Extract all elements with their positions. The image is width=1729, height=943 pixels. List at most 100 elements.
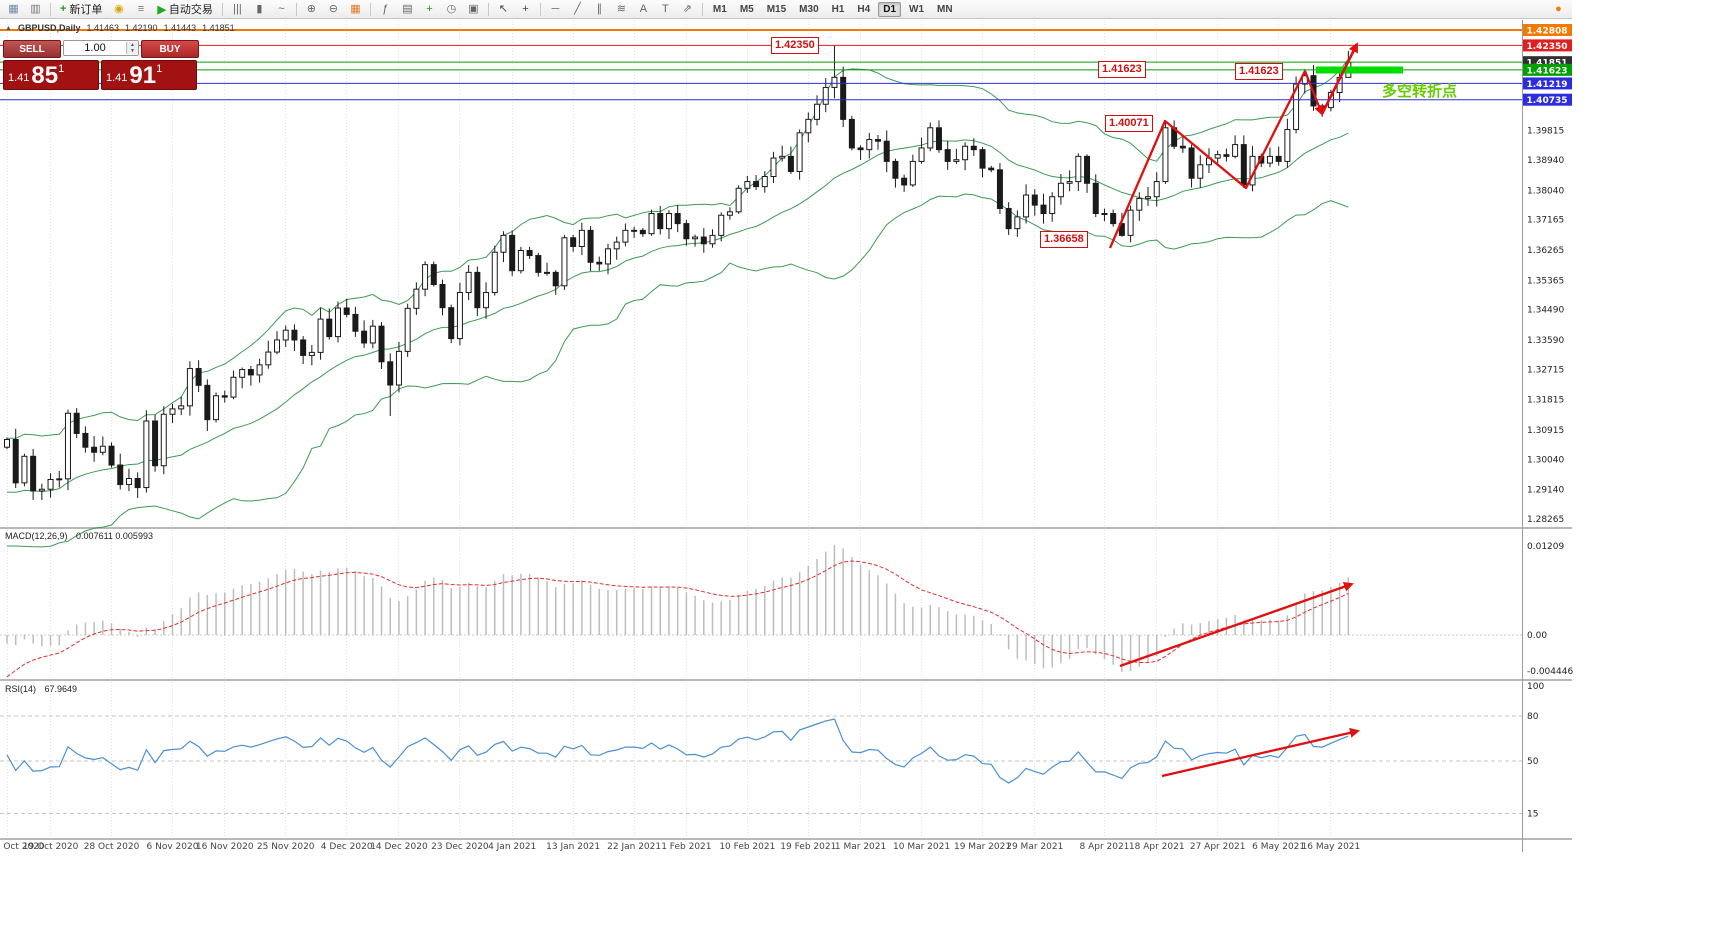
trend-arrow-object[interactable] bbox=[1303, 70, 1324, 116]
new-chart-icon[interactable]: ▦ bbox=[8, 2, 19, 15]
price-axis-label: 1.36265 bbox=[1527, 246, 1564, 256]
price-annotation-box[interactable]: 1.36658 bbox=[1040, 231, 1088, 248]
tile-windows-icon[interactable]: ▦ bbox=[350, 2, 361, 15]
candlestick-chart-icon[interactable]: ▮ bbox=[256, 2, 263, 15]
time-axis-label: 22 Jan 2021 bbox=[607, 842, 661, 852]
new-order-button[interactable]: + 新订单 bbox=[55, 1, 107, 17]
toolbar-separator bbox=[369, 2, 371, 16]
time-axis-label: 19 Mar 2021 bbox=[954, 842, 1011, 852]
price-annotation-box[interactable]: 1.42350 bbox=[771, 37, 819, 54]
alerts-icon[interactable]: ◉ bbox=[114, 2, 124, 15]
rsi-name: RSI(14) bbox=[5, 684, 37, 694]
timeframe-m1[interactable]: M1 bbox=[712, 3, 727, 15]
time-axis-label: 10 Mar 2021 bbox=[893, 842, 950, 852]
fibonacci-icon[interactable]: ≋ bbox=[616, 2, 627, 15]
trend-arrow-object[interactable] bbox=[1320, 42, 1359, 115]
price-tag-label: 1.40735 bbox=[1527, 96, 1568, 106]
buy-button[interactable]: BUY bbox=[141, 40, 199, 58]
template-icon[interactable]: ▣ bbox=[468, 2, 479, 15]
price-annotation-box[interactable]: 1.40071 bbox=[1105, 115, 1153, 132]
price-annotation-box[interactable]: 1.41623 bbox=[1098, 61, 1146, 78]
pane-separator[interactable] bbox=[0, 679, 1572, 681]
trend-arrow-object[interactable] bbox=[1119, 581, 1354, 668]
bid-quote[interactable]: 1.41 85 1 bbox=[3, 60, 99, 90]
ask-pipette: 1 bbox=[156, 63, 163, 75]
rsi-axis-label: 80 bbox=[1527, 712, 1539, 722]
timeframe-m5[interactable]: M5 bbox=[739, 3, 754, 15]
price-axis-label: 1.29140 bbox=[1527, 486, 1564, 496]
market-watch-icon[interactable]: ≡ bbox=[137, 2, 145, 15]
chart-ohlc-info: ▲ GBPUSD,Daily 1.41463 1.42190 1.41443 1… bbox=[5, 23, 235, 33]
autotrading-button-label: 自动交易 bbox=[168, 4, 213, 16]
macd-axis-label: 0.01209 bbox=[1527, 542, 1564, 552]
volume-up-icon[interactable]: ▲ bbox=[127, 42, 138, 48]
zoom-in-icon[interactable]: ⊕ bbox=[306, 2, 317, 15]
ohlc-low: 1.41443 bbox=[163, 23, 197, 33]
bar-chart-icon[interactable]: ||| bbox=[233, 2, 242, 15]
toolbar-separator bbox=[221, 2, 223, 16]
timeframe-m30[interactable]: M30 bbox=[799, 3, 819, 15]
timeframe-m15[interactable]: M15 bbox=[766, 3, 787, 15]
autotrading-button-icon: ▶ bbox=[157, 3, 166, 16]
time-axis-label: 4 Jan 2021 bbox=[488, 842, 536, 852]
time-axis-label: Oct 2020 bbox=[3, 842, 45, 852]
timeframe-mn[interactable]: MN bbox=[937, 3, 953, 15]
time-axis-label: 1 Feb 2021 bbox=[661, 842, 711, 852]
grid-lines bbox=[7, 21, 1331, 837]
autotrading-button[interactable]: ▶ 自动交易 bbox=[152, 1, 217, 17]
cursor-icon[interactable]: ↖ bbox=[498, 2, 509, 15]
support-zone-object[interactable] bbox=[1316, 66, 1403, 74]
line-chart-icon[interactable]: ~ bbox=[278, 2, 285, 15]
period-icon[interactable]: ◷ bbox=[446, 2, 457, 15]
trendline-icon[interactable]: ╱ bbox=[574, 2, 581, 15]
price-axis-label: 1.31815 bbox=[1527, 396, 1564, 406]
price-axis-label: 1.30915 bbox=[1527, 426, 1564, 436]
indicators-icon[interactable]: ƒ bbox=[382, 2, 389, 15]
turning-point-label[interactable]: 多空转折点 bbox=[1382, 83, 1458, 100]
toolbar-separator bbox=[701, 2, 703, 16]
pane-separator[interactable] bbox=[0, 838, 1572, 840]
ask-pips: 91 bbox=[129, 62, 157, 89]
price-tag bbox=[1523, 93, 1572, 106]
volume-down-icon[interactable]: ▼ bbox=[127, 48, 138, 54]
price-annotation-box[interactable]: 1.41623 bbox=[1235, 63, 1283, 80]
timeframe-d1[interactable]: D1 bbox=[878, 1, 902, 17]
indicator-window-icon[interactable]: ▤ bbox=[402, 2, 413, 15]
volume-stepper[interactable]: 1.00 ▲ ▼ bbox=[63, 40, 139, 56]
ohlc-open: 1.41463 bbox=[86, 23, 120, 33]
time-axis-label: 25 Nov 2020 bbox=[257, 842, 315, 852]
timeframe-w1[interactable]: W1 bbox=[909, 3, 925, 15]
bid-pipette: 1 bbox=[58, 63, 65, 75]
pane-separator[interactable] bbox=[0, 527, 1572, 529]
price-tag-label: 1.41623 bbox=[1527, 66, 1568, 76]
time-axis-label: 27 Apr 2021 bbox=[1190, 842, 1246, 852]
text-icon[interactable]: A bbox=[639, 2, 648, 15]
rsi-axis-label: 50 bbox=[1527, 757, 1539, 767]
zoom-out-icon[interactable]: ⊖ bbox=[328, 2, 339, 15]
price-axis[interactable]: 1.39815 1.38940 1.38040 1.37165 1.36265 1.353… bbox=[1523, 24, 1572, 525]
sell-button[interactable]: SELL bbox=[3, 40, 61, 58]
notifications-icon[interactable]: ● bbox=[1555, 2, 1562, 15]
profiles-icon[interactable]: ▥ bbox=[30, 2, 41, 15]
time-axis-label: 10 Feb 2021 bbox=[719, 842, 775, 852]
add-indicator-icon[interactable]: + bbox=[426, 2, 433, 15]
arrow-tools-icon[interactable]: ⇗ bbox=[682, 2, 693, 15]
timeframe-h4[interactable]: H4 bbox=[857, 3, 871, 15]
panel-toggle-icon[interactable]: ▲ bbox=[5, 24, 12, 32]
trend-zigzag-object[interactable] bbox=[1108, 70, 1307, 249]
horizontal-line-objects[interactable] bbox=[0, 29, 1522, 101]
trend-arrow-object[interactable] bbox=[1161, 727, 1360, 778]
label-icon[interactable]: T bbox=[662, 2, 669, 15]
rsi-line bbox=[6, 718, 1349, 784]
horizontal-line-icon[interactable]: ─ bbox=[551, 2, 560, 15]
toolbar-separator bbox=[50, 2, 51, 16]
timeframe-h1[interactable]: H1 bbox=[831, 3, 845, 15]
channel-icon[interactable]: ∥ bbox=[596, 2, 603, 15]
ask-quote[interactable]: 1.41 91 1 bbox=[101, 60, 197, 90]
crosshair-icon[interactable]: + bbox=[522, 2, 529, 15]
price-axis-label: 1.32715 bbox=[1527, 365, 1564, 375]
bid-pips: 85 bbox=[31, 62, 59, 89]
